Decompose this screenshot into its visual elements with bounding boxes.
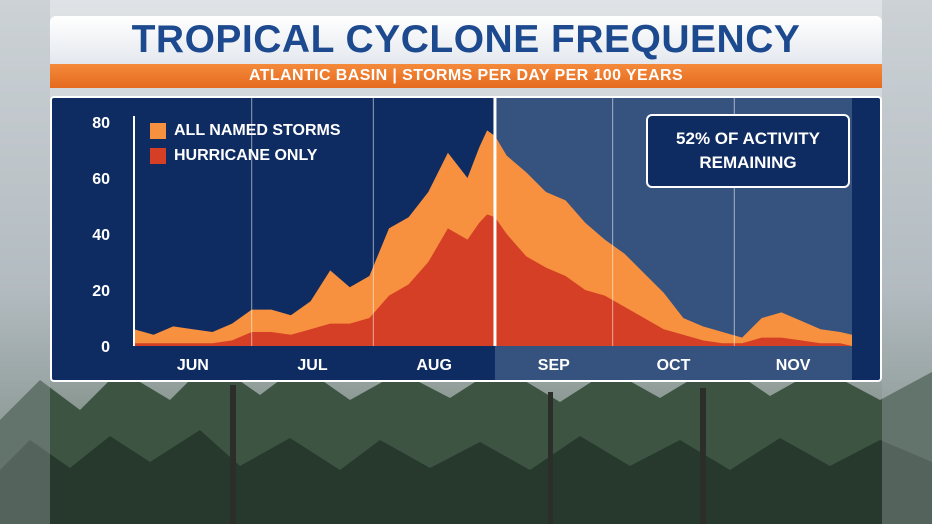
chart-subtitle: ATLANTIC BASIN | STORMS PER DAY PER 100 … (248, 67, 684, 84)
legend: ALL NAMED STORMS HURRICANE ONLY (150, 118, 341, 168)
y-tick-label: 0 (101, 339, 110, 356)
x-tick-label: JUL (297, 357, 327, 374)
y-tick-label: 80 (92, 115, 110, 132)
y-tick-label: 60 (92, 171, 110, 188)
chart-panel: 0 20 40 60 80 JUN JUL AUG SEP OCT NOV ALL NAMED ST… (50, 96, 882, 382)
y-tick-label: 20 (92, 283, 110, 300)
area-hurricane-only (134, 214, 852, 346)
x-tick-label: SEP (538, 357, 570, 374)
callout-text: 52% OF ACTIVITY REMAINING (676, 129, 820, 172)
legend-label-hurricane: HURRICANE ONLY (174, 146, 318, 164)
activity-callout: 52% OF ACTIVITY REMAINING (646, 114, 850, 188)
chart-plot: 0 20 40 60 80 JUN JUL AUG SEP OCT NOV (92, 98, 852, 380)
legend-label-all-named: ALL NAMED STORMS (174, 121, 341, 139)
legend-item-hurricane: HURRICANE ONLY (150, 143, 341, 168)
x-tick-label: AUG (416, 357, 452, 374)
subtitle-bar: ATLANTIC BASIN | STORMS PER DAY PER 100 … (50, 64, 882, 88)
legend-item-all-named: ALL NAMED STORMS (150, 118, 341, 143)
legend-swatch-all-named (150, 122, 166, 139)
x-tick-label: NOV (776, 357, 811, 374)
title-bar: TROPICAL CYCLONE FREQUENCY (50, 16, 882, 64)
x-tick-label: OCT (657, 357, 691, 374)
chart-title: TROPICAL CYCLONE FREQUENCY (131, 18, 801, 61)
legend-swatch-hurricane (150, 147, 166, 164)
x-tick-label: JUN (177, 357, 209, 374)
y-tick-label: 40 (92, 227, 110, 244)
